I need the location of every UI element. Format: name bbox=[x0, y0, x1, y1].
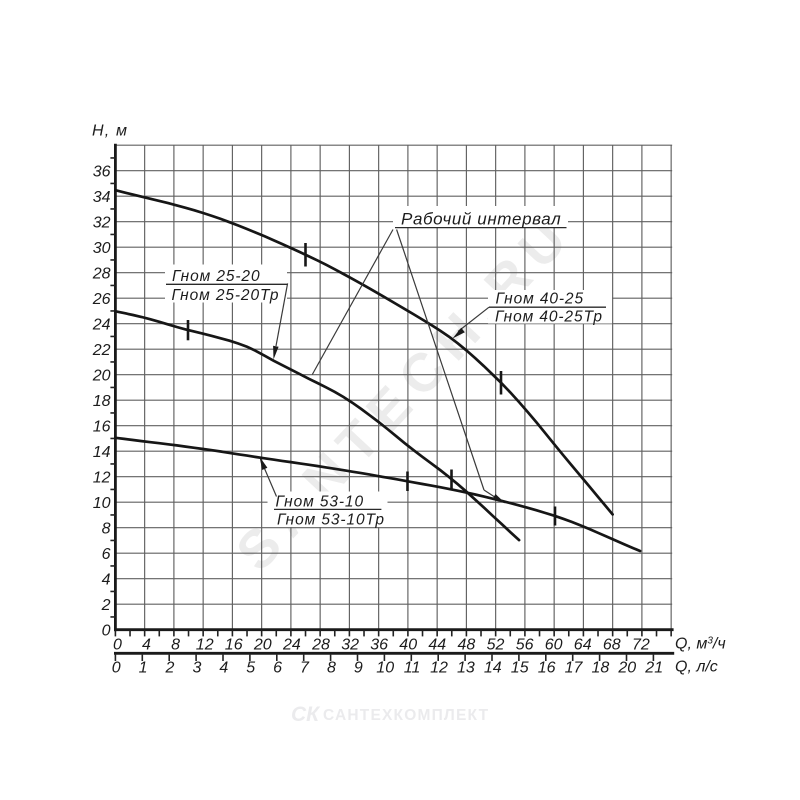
svg-text:36: 36 bbox=[93, 164, 111, 181]
svg-text:28: 28 bbox=[311, 637, 330, 654]
svg-text:14: 14 bbox=[484, 660, 502, 677]
svg-text:20: 20 bbox=[253, 637, 272, 654]
svg-text:12: 12 bbox=[93, 470, 111, 487]
svg-text:8: 8 bbox=[327, 660, 336, 677]
svg-text:16: 16 bbox=[225, 637, 243, 654]
svg-text:Гном 25-20Тр: Гном 25-20Тр bbox=[172, 287, 280, 304]
svg-text:20: 20 bbox=[92, 368, 111, 385]
svg-text:68: 68 bbox=[603, 637, 621, 654]
svg-text:4: 4 bbox=[102, 572, 111, 589]
svg-text:28: 28 bbox=[92, 266, 111, 283]
svg-text:60: 60 bbox=[545, 637, 563, 654]
svg-text:5: 5 bbox=[246, 660, 255, 677]
svg-text:32: 32 bbox=[93, 215, 111, 232]
svg-text:12: 12 bbox=[430, 660, 448, 677]
svg-text:21: 21 bbox=[644, 660, 663, 677]
svg-text:20: 20 bbox=[617, 660, 636, 677]
svg-text:Q, л/с: Q, л/с bbox=[675, 659, 718, 676]
svg-text:64: 64 bbox=[574, 637, 592, 654]
svg-text:44: 44 bbox=[428, 637, 446, 654]
svg-text:Q, м3/ч: Q, м3/ч bbox=[675, 636, 726, 653]
svg-text:Н, м: Н, м bbox=[92, 123, 128, 140]
svg-text:3: 3 bbox=[192, 660, 201, 677]
svg-text:12: 12 bbox=[196, 637, 214, 654]
svg-text:4: 4 bbox=[219, 660, 228, 677]
svg-text:Гном 53-10: Гном 53-10 bbox=[276, 494, 364, 511]
svg-text:16: 16 bbox=[93, 419, 111, 436]
svg-text:САНТЕХКОМПЛЕКТ: САНТЕХКОМПЛЕКТ bbox=[323, 707, 489, 724]
svg-text:1: 1 bbox=[139, 660, 148, 677]
svg-text:Гном 40-25: Гном 40-25 bbox=[496, 291, 584, 308]
svg-text:Гном 40-25Тр: Гном 40-25Тр bbox=[495, 309, 603, 326]
svg-text:10: 10 bbox=[93, 495, 111, 512]
svg-text:34: 34 bbox=[93, 189, 111, 206]
svg-text:11: 11 bbox=[404, 660, 421, 677]
svg-text:14: 14 bbox=[93, 444, 111, 461]
svg-text:СК: СК bbox=[291, 703, 321, 726]
svg-text:4: 4 bbox=[142, 637, 151, 654]
svg-text:16: 16 bbox=[538, 660, 556, 677]
svg-text:Гном 25-20: Гном 25-20 bbox=[172, 268, 260, 285]
svg-text:24: 24 bbox=[282, 637, 301, 654]
svg-text:40: 40 bbox=[399, 637, 417, 654]
svg-text:0: 0 bbox=[102, 623, 111, 640]
svg-text:18: 18 bbox=[592, 660, 610, 677]
svg-text:52: 52 bbox=[487, 637, 505, 654]
svg-text:72: 72 bbox=[632, 637, 650, 654]
svg-text:48: 48 bbox=[458, 637, 476, 654]
svg-text:2: 2 bbox=[101, 597, 111, 614]
svg-text:0: 0 bbox=[113, 637, 122, 654]
svg-text:Гном 53-10Тр: Гном 53-10Тр bbox=[277, 512, 385, 529]
svg-text:18: 18 bbox=[93, 393, 111, 410]
svg-text:13: 13 bbox=[457, 660, 475, 677]
svg-text:8: 8 bbox=[171, 637, 180, 654]
svg-text:26: 26 bbox=[92, 291, 111, 308]
svg-text:24: 24 bbox=[92, 317, 111, 334]
svg-text:56: 56 bbox=[516, 637, 534, 654]
svg-text:0: 0 bbox=[112, 660, 121, 677]
svg-text:9: 9 bbox=[354, 660, 363, 677]
svg-text:7: 7 bbox=[300, 660, 310, 677]
svg-text:17: 17 bbox=[565, 660, 584, 677]
svg-text:32: 32 bbox=[341, 637, 359, 654]
svg-text:6: 6 bbox=[273, 660, 282, 677]
svg-text:8: 8 bbox=[102, 521, 111, 538]
svg-text:2: 2 bbox=[165, 660, 175, 677]
svg-text:6: 6 bbox=[102, 546, 111, 563]
svg-text:30: 30 bbox=[93, 240, 111, 257]
svg-text:36: 36 bbox=[370, 637, 388, 654]
svg-text:15: 15 bbox=[511, 660, 529, 677]
svg-text:Рабочий интервал: Рабочий интервал bbox=[401, 210, 561, 229]
svg-text:22: 22 bbox=[92, 342, 111, 359]
svg-text:10: 10 bbox=[376, 660, 394, 677]
